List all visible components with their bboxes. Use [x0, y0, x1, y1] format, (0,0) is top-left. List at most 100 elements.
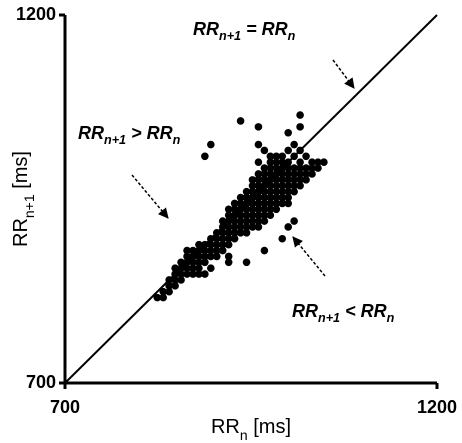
point [224, 223, 233, 231]
point [254, 181, 263, 190]
point [212, 252, 221, 261]
point [278, 158, 287, 166]
point [224, 229, 233, 237]
point [236, 193, 245, 202]
text-part: RR [10, 218, 32, 247]
point [236, 217, 245, 225]
point [195, 240, 203, 249]
point [278, 199, 287, 208]
point [266, 187, 275, 196]
arrow [292, 236, 326, 277]
point [272, 170, 281, 178]
point [254, 140, 263, 149]
point [296, 181, 304, 190]
point [278, 170, 287, 178]
point [230, 205, 239, 214]
point [242, 205, 251, 214]
point [177, 258, 185, 267]
point [183, 264, 191, 272]
arrow [332, 59, 355, 89]
point [218, 234, 227, 243]
point [224, 211, 233, 219]
subscript: n+1 [318, 311, 340, 325]
subscript: n+1 [104, 133, 126, 147]
point [242, 229, 251, 237]
annotation: RRn+1 = RRn [193, 19, 296, 44]
point [278, 164, 287, 172]
point [278, 152, 287, 161]
point [302, 176, 310, 184]
point [224, 205, 233, 214]
point [177, 270, 185, 278]
point [272, 176, 281, 184]
point [159, 293, 168, 302]
point [207, 234, 215, 243]
point [290, 217, 298, 225]
point [296, 176, 304, 184]
point [236, 229, 245, 237]
point [248, 193, 257, 202]
point [260, 187, 269, 196]
point [308, 158, 316, 166]
point [195, 258, 203, 267]
point [266, 211, 275, 219]
point [183, 258, 191, 267]
text-part: RR [193, 19, 219, 39]
point [189, 270, 197, 278]
point [224, 217, 233, 225]
point [260, 181, 269, 190]
point [254, 193, 263, 202]
point [266, 176, 275, 184]
point [266, 158, 275, 166]
subscript: n+1 [219, 29, 241, 43]
point [290, 176, 298, 184]
point [248, 211, 257, 219]
text-part: RR [211, 416, 240, 438]
point [320, 158, 328, 166]
point [284, 164, 293, 172]
point [278, 193, 287, 202]
point [159, 287, 168, 296]
point [296, 158, 304, 166]
point [230, 217, 239, 225]
point [153, 293, 162, 302]
point [266, 170, 275, 178]
arrow [131, 174, 169, 219]
point [254, 211, 263, 219]
point [260, 205, 269, 214]
point [296, 146, 304, 155]
text-part: = RR [241, 19, 288, 39]
point [236, 117, 245, 125]
point [201, 258, 209, 267]
text-part: < RR [340, 301, 387, 321]
point [207, 240, 215, 249]
point [224, 252, 233, 261]
point [242, 193, 251, 202]
point [224, 234, 233, 243]
point [272, 158, 281, 166]
point [218, 246, 227, 255]
x-axis-title: RRn [ms] [211, 416, 291, 442]
point [165, 282, 173, 290]
y-tick-label: 1200 [16, 4, 56, 24]
point [278, 234, 287, 243]
point [254, 205, 263, 214]
point [260, 199, 269, 208]
point [266, 164, 275, 172]
point [165, 276, 173, 284]
point [260, 176, 269, 184]
point [242, 258, 251, 267]
point [207, 264, 215, 272]
point [242, 211, 251, 219]
point [272, 205, 281, 214]
y-tick-label: 700 [26, 372, 56, 392]
point [224, 258, 233, 267]
point [171, 264, 179, 272]
text-part: [ms] [248, 416, 291, 438]
point [290, 170, 298, 178]
point [195, 264, 203, 272]
annotation: RRn+1 > RRn [78, 123, 181, 148]
point [296, 123, 304, 131]
point [207, 252, 215, 261]
